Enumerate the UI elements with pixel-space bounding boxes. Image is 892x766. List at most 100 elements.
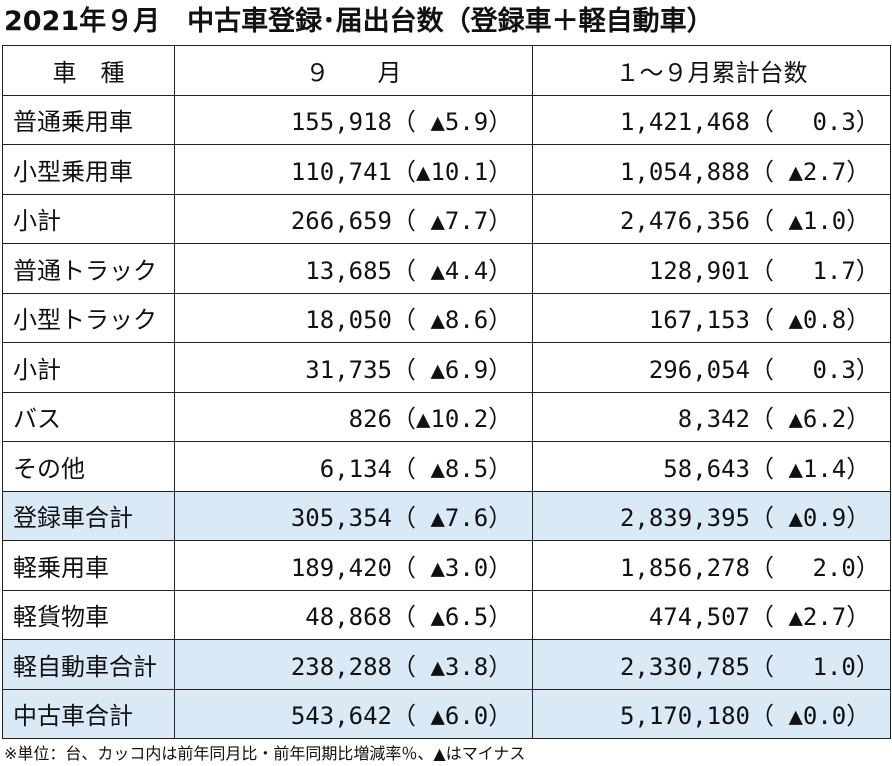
vehicle-type-cell: バス [2, 391, 175, 442]
vehicle-type-cell: 小計 [2, 193, 175, 244]
table-row-subtotal-registered: 登録車合計 305,354（ ▲7.6） 2,839,395（ ▲0.9） [2, 490, 891, 541]
cumulative-change: （ ▲0.9） [750, 504, 871, 533]
cumulative-value: 1,421,468 [619, 108, 750, 137]
month-value: 110,741 [290, 157, 392, 186]
vehicle-type-cell: 中古車合計 [2, 688, 175, 739]
month-change: （ ▲7.6） [392, 504, 513, 533]
month-change: （ ▲4.4） [392, 256, 513, 285]
cumulative-change: （ ▲1.4） [750, 454, 871, 483]
cumulative-value: 58,643 [663, 454, 750, 483]
registration-table: 車 種 ９ 月 １～９月累計台数 普通乗用車 155,918（ ▲5.9） 1,… [2, 45, 891, 739]
month-cell: 305,354（ ▲7.6） [174, 490, 533, 541]
footnote: ※単位：台、カッコ内は前年同月比・前年同期比増減率％、▲はマイナス [4, 744, 526, 763]
cumulative-cell: 167,153（ ▲0.8） [532, 292, 891, 343]
month-cell: 266,659（ ▲7.7） [174, 193, 533, 244]
vehicle-type-cell: 軽貨物車 [2, 589, 175, 640]
month-cell: 6,134（ ▲8.5） [174, 441, 533, 492]
vehicle-type-cell: 登録車合計 [2, 490, 175, 541]
cumulative-cell: 1,054,888（ ▲2.7） [532, 144, 891, 195]
month-change: （ ▲8.6） [392, 306, 513, 335]
cumulative-value: 5,170,180 [619, 702, 750, 731]
month-cell: 110,741（▲10.1） [174, 144, 533, 195]
vehicle-type-cell: 普通乗用車 [2, 94, 175, 145]
table-row: 軽貨物車 48,868（ ▲6.5） 474,507（ ▲2.7） [2, 589, 891, 640]
cumulative-value: 2,839,395 [619, 504, 750, 533]
cumulative-change: （ 0.3） [750, 108, 880, 137]
cumulative-value: 474,507 [648, 603, 750, 632]
cumulative-cell: 1,421,468（ 0.3） [532, 94, 891, 145]
vehicle-type-cell: 軽乗用車 [2, 540, 175, 591]
cumulative-cell: 2,476,356（ ▲1.0） [532, 193, 891, 244]
table-row: バス 826（▲10.2） 8,342（ ▲6.2） [2, 391, 891, 442]
month-cell: 18,050（ ▲8.6） [174, 292, 533, 343]
month-value: 31,735 [305, 355, 392, 384]
month-cell: 31,735（ ▲6.9） [174, 342, 533, 393]
month-change: （ ▲6.5） [392, 603, 513, 632]
cumulative-cell: 296,054（ 0.3） [532, 342, 891, 393]
cumulative-value: 2,476,356 [619, 207, 750, 236]
table-row: 軽乗用車 189,420（ ▲3.0） 1,856,278（ 2.0） [2, 540, 891, 591]
page-title: 2021年９月 中古車登録･届出台数（登録車＋軽自動車） [4, 6, 714, 37]
cumulative-cell: 474,507（ ▲2.7） [532, 589, 891, 640]
cumulative-change: （ ▲2.7） [750, 157, 871, 186]
cumulative-value: 8,342 [677, 405, 750, 434]
month-value: 826 [348, 405, 392, 434]
cumulative-change: （ 1.0） [750, 652, 880, 681]
month-value: 238,288 [290, 652, 392, 681]
month-cell: 48,868（ ▲6.5） [174, 589, 533, 640]
month-cell: 543,642（ ▲6.0） [174, 688, 533, 739]
table-row-subtotal-kei: 軽自動車合計 238,288（ ▲3.8） 2,330,785（ 1.0） [2, 639, 891, 690]
table-row: 普通トラック 13,685（ ▲4.4） 128,901（ 1.7） [2, 243, 891, 294]
table-row: 小型乗用車 110,741（▲10.1） 1,054,888（ ▲2.7） [2, 144, 891, 195]
month-change: （▲10.1） [392, 157, 513, 186]
month-change: （ ▲6.0） [392, 702, 513, 731]
cumulative-cell: 1,856,278（ 2.0） [532, 540, 891, 591]
month-value: 305,354 [290, 504, 392, 533]
table-row: 小計 31,735（ ▲6.9） 296,054（ 0.3） [2, 342, 891, 393]
month-change: （▲10.2） [392, 405, 513, 434]
month-change: （ ▲8.5） [392, 454, 513, 483]
cumulative-value: 296,054 [648, 355, 750, 384]
month-cell: 13,685（ ▲4.4） [174, 243, 533, 294]
month-value: 13,685 [305, 256, 392, 285]
vehicle-type-cell: その他 [2, 441, 175, 492]
cumulative-value: 1,856,278 [619, 553, 750, 582]
vehicle-type-cell: 小型乗用車 [2, 144, 175, 195]
month-change: （ ▲3.8） [392, 652, 513, 681]
month-value: 6,134 [319, 454, 392, 483]
header-cumulative: １～９月累計台数 [532, 45, 891, 96]
month-value: 48,868 [305, 603, 392, 632]
month-value: 18,050 [305, 306, 392, 335]
month-change: （ ▲6.9） [392, 355, 513, 384]
cumulative-change: （ ▲2.7） [750, 603, 871, 632]
cumulative-value: 1,054,888 [619, 157, 750, 186]
table-row: 小型トラック 18,050（ ▲8.6） 167,153（ ▲0.8） [2, 292, 891, 343]
cumulative-value: 167,153 [648, 306, 750, 335]
header-vehicle-type: 車 種 [2, 45, 175, 96]
cumulative-cell: 128,901（ 1.7） [532, 243, 891, 294]
month-value: 189,420 [290, 553, 392, 582]
month-cell: 155,918（ ▲5.9） [174, 94, 533, 145]
table-row-grand-total: 中古車合計 543,642（ ▲6.0） 5,170,180（ ▲0.0） [2, 688, 891, 739]
cumulative-change: （ ▲0.0） [750, 702, 871, 731]
month-cell: 238,288（ ▲3.8） [174, 639, 533, 690]
month-cell: 826（▲10.2） [174, 391, 533, 442]
month-change: （ ▲3.0） [392, 553, 513, 582]
vehicle-type-cell: 小型トラック [2, 292, 175, 343]
cumulative-change: （ 1.7） [750, 256, 880, 285]
cumulative-cell: 2,330,785（ 1.0） [532, 639, 891, 690]
table-row: 小計 266,659（ ▲7.7） 2,476,356（ ▲1.0） [2, 193, 891, 244]
cumulative-cell: 58,643（ ▲1.4） [532, 441, 891, 492]
month-cell: 189,420（ ▲3.0） [174, 540, 533, 591]
cumulative-cell: 2,839,395（ ▲0.9） [532, 490, 891, 541]
table-header-row: 車 種 ９ 月 １～９月累計台数 [2, 45, 891, 96]
table-row: その他 6,134（ ▲8.5） 58,643（ ▲1.4） [2, 441, 891, 492]
month-change: （ ▲5.9） [392, 108, 513, 137]
header-month: ９ 月 [174, 45, 533, 96]
month-value: 266,659 [290, 207, 392, 236]
month-change: （ ▲7.7） [392, 207, 513, 236]
vehicle-type-cell: 軽自動車合計 [2, 639, 175, 690]
cumulative-change: （ ▲6.2） [750, 405, 871, 434]
cumulative-change: （ ▲0.8） [750, 306, 871, 335]
cumulative-change: （ 0.3） [750, 355, 880, 384]
